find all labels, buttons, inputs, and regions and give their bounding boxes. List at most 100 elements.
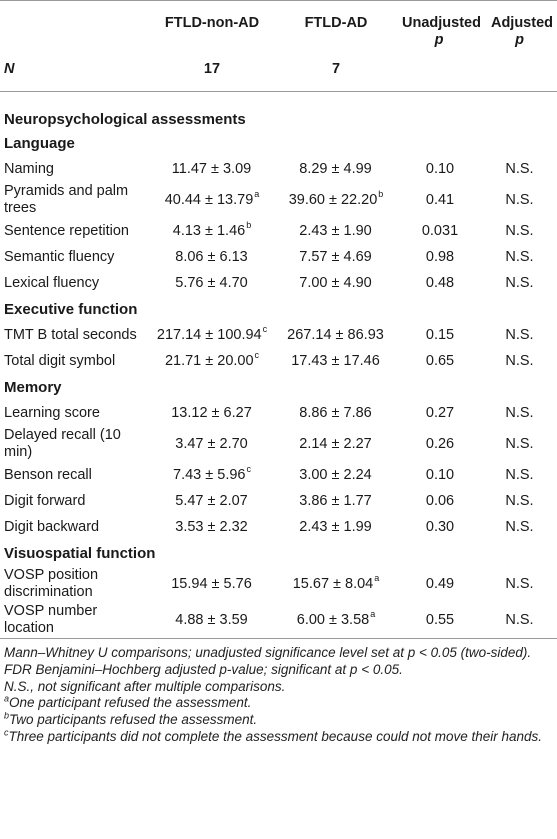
value-ftld-non-ad-text: 21.71 ± 20.00	[164, 352, 254, 369]
value-ftld-ad: 15.67 ± 8.04a	[274, 566, 398, 602]
value-unadjusted-p: 0.10	[398, 462, 482, 488]
results-table-container: FTLD-non-AD FTLD-AD Unadjusted p Adjuste…	[0, 0, 557, 744]
row-label: Digit forward	[0, 488, 150, 514]
n-label: N	[4, 61, 15, 77]
value-ftld-non-ad-text: 4.88 ± 3.59	[175, 611, 248, 628]
row-label: Semantic fluency	[0, 244, 150, 270]
table-row: Semantic fluency 8.06 ± 6.13 7.57 ± 4.69 0.…	[0, 244, 557, 270]
note-ns: N.S., not significant after multiple com…	[4, 678, 286, 694]
value-unadjusted-p: 0.15	[398, 322, 482, 348]
value-unadjusted-p: 0.41	[398, 182, 482, 218]
value-ftld-non-ad-footnote-mark: c	[254, 349, 260, 360]
value-ftld-non-ad: 3.53 ± 2.32	[150, 514, 274, 540]
value-adjusted-p-text: N.S.	[505, 611, 534, 628]
value-unadjusted-p-text: 0.98	[425, 248, 455, 265]
n-empty-1	[398, 59, 482, 92]
group-title: Memory	[4, 378, 62, 396]
footnote-a-text: One participant refused the assessment.	[9, 695, 252, 711]
value-adjusted-p: N.S.	[482, 182, 557, 218]
value-unadjusted-p: 0.27	[398, 400, 482, 426]
n-ftld-non-ad: 17	[203, 61, 221, 77]
value-ftld-non-ad-text: 3.47 ± 2.70	[175, 435, 248, 452]
value-unadjusted-p-text: 0.15	[425, 326, 455, 343]
value-ftld-ad-text: 2.43 ± 1.99	[299, 518, 372, 535]
n-empty-2	[482, 59, 557, 92]
row-label: Benson recall	[0, 462, 150, 488]
header-ftld-ad: FTLD-AD	[304, 15, 368, 31]
value-ftld-non-ad-text: 8.06 ± 6.13	[175, 248, 248, 265]
group-title: Language	[4, 134, 75, 152]
table-row: Naming 11.47 ± 3.09 8.29 ± 4.99 0.10 N.S.	[0, 156, 557, 182]
value-adjusted-p: N.S.	[482, 602, 557, 639]
value-ftld-ad-text: 8.86 ± 7.86	[299, 404, 372, 421]
row-label-text: Lexical fluency	[4, 274, 100, 291]
row-label: TMT B total seconds	[0, 322, 150, 348]
value-adjusted-p: N.S.	[482, 244, 557, 270]
value-adjusted-p-text: N.S.	[505, 575, 534, 592]
header-unadjusted-p-letter: p	[434, 32, 444, 48]
table-row: Learning score 13.12 ± 6.27 8.86 ± 7.86 0.2…	[0, 400, 557, 426]
footnote-c-letter: c	[4, 727, 9, 738]
value-ftld-ad-text: 3.00 ± 2.24	[299, 466, 372, 483]
value-unadjusted-p-text: 0.10	[425, 160, 455, 177]
value-adjusted-p-text: N.S.	[505, 191, 534, 208]
header-empty	[0, 1, 150, 60]
group-title: Executive function	[4, 300, 138, 318]
value-ftld-non-ad-footnote-mark: c	[262, 323, 268, 334]
note-mann-whitney: Mann–Whitney U comparisons; unadjusted s…	[4, 645, 532, 660]
value-ftld-ad-footnote-mark: b	[378, 188, 384, 199]
value-ftld-non-ad: 217.14 ± 100.94c	[150, 322, 274, 348]
header-ftld-non-ad: FTLD-non-AD	[164, 15, 260, 31]
results-table: FTLD-non-AD FTLD-AD Unadjusted p Adjuste…	[0, 0, 557, 639]
value-unadjusted-p: 0.30	[398, 514, 482, 540]
footnote-a-letter: a	[4, 693, 10, 704]
row-label-text: Benson recall	[4, 466, 92, 483]
row-label: Digit backward	[0, 514, 150, 540]
value-ftld-non-ad: 40.44 ± 13.79a	[150, 182, 274, 218]
value-adjusted-p-text: N.S.	[505, 160, 534, 177]
value-unadjusted-p-text: 0.26	[425, 435, 455, 452]
value-unadjusted-p: 0.65	[398, 348, 482, 374]
value-adjusted-p: N.S.	[482, 156, 557, 182]
row-label-text: Digit backward	[4, 518, 100, 535]
value-ftld-ad-text: 267.14 ± 86.93	[287, 326, 384, 343]
value-ftld-ad-text: 6.00 ± 3.58	[296, 611, 370, 628]
footnote-a: aOne participant refused the assessment.	[4, 693, 553, 712]
value-ftld-ad: 2.14 ± 2.27	[274, 426, 398, 462]
row-label: VOSP number location	[0, 602, 150, 639]
value-adjusted-p: N.S.	[482, 462, 557, 488]
note-fdr: FDR Benjamini–Hochberg adjusted p-value;…	[4, 661, 403, 677]
value-unadjusted-p: 0.06	[398, 488, 482, 514]
header-adjusted-label: Adjusted	[490, 15, 553, 31]
row-label-text: Pyramids and palm trees	[4, 183, 129, 216]
table-body: Neuropsychological assessments Language N…	[0, 92, 557, 639]
row-label: Pyramids and palm trees	[0, 182, 150, 218]
value-adjusted-p-text: N.S.	[505, 435, 534, 452]
value-adjusted-p-text: N.S.	[505, 274, 534, 291]
value-ftld-non-ad: 8.06 ± 6.13	[150, 244, 274, 270]
value-ftld-non-ad: 15.94 ± 5.76	[150, 566, 274, 602]
value-ftld-ad: 8.29 ± 4.99	[274, 156, 398, 182]
value-ftld-ad-footnote-mark: a	[374, 572, 380, 583]
value-ftld-ad: 39.60 ± 22.20b	[274, 182, 398, 218]
row-label-text: VOSP position discrimination	[4, 567, 99, 600]
table-row: Total digit symbol 21.71 ± 20.00c 17.43 ± …	[0, 348, 557, 374]
value-ftld-non-ad: 11.47 ± 3.09	[150, 156, 274, 182]
value-ftld-non-ad: 4.13 ± 1.46b	[150, 218, 274, 244]
row-label-text: Total digit symbol	[4, 352, 116, 369]
value-ftld-ad: 8.86 ± 7.86	[274, 400, 398, 426]
value-ftld-non-ad: 5.76 ± 4.70	[150, 270, 274, 296]
row-label-text: TMT B total seconds	[4, 326, 137, 343]
value-ftld-ad: 7.57 ± 4.69	[274, 244, 398, 270]
value-adjusted-p: N.S.	[482, 322, 557, 348]
row-label-text: Naming	[4, 160, 54, 177]
header-unadjusted-p: Unadjusted p	[398, 1, 482, 60]
table-row: Benson recall 7.43 ± 5.96c 3.00 ± 2.24 0.10…	[0, 462, 557, 488]
value-ftld-ad: 2.43 ± 1.90	[274, 218, 398, 244]
value-unadjusted-p-text: 0.65	[425, 352, 455, 369]
row-label: VOSP position discrimination	[0, 566, 150, 602]
value-adjusted-p: N.S.	[482, 270, 557, 296]
value-adjusted-p-text: N.S.	[505, 222, 534, 239]
value-unadjusted-p-text: 0.30	[425, 518, 455, 535]
value-ftld-non-ad: 7.43 ± 5.96c	[150, 462, 274, 488]
